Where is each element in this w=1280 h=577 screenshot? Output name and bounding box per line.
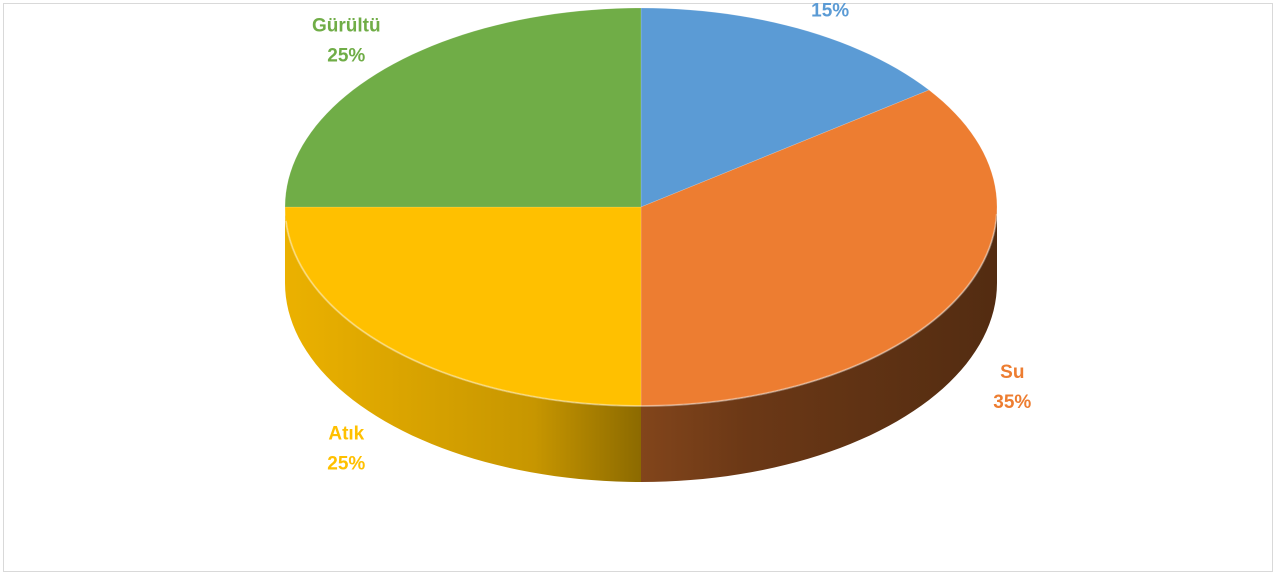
slice-label-hava: Hava15% — [811, 1, 849, 22]
pie-tops — [284, 7, 998, 407]
slice-label-atik: Atık 25% — [327, 423, 365, 474]
slice-label-su: Su 35% — [993, 362, 1031, 413]
slice-value-label: 35% — [993, 392, 1031, 413]
pie-slice-hava[interactable] — [640, 7, 930, 208]
slice-value-label: 15% — [811, 1, 849, 22]
pie-sides — [285, 207, 997, 482]
pie-rim-highlight — [284, 213, 998, 407]
slice-value-label: 25% — [327, 45, 365, 66]
slice-category-label: Su — [1000, 362, 1024, 383]
slice-category-label: Atık — [328, 423, 364, 444]
pie-side-su — [641, 207, 997, 482]
pie-side-atik — [285, 207, 641, 482]
slice-label-gurultu: Gürültü 25% — [312, 15, 381, 66]
slice-value-label: 25% — [327, 453, 365, 474]
pie-slice-atik[interactable] — [284, 206, 642, 407]
pie-slice-gurultu[interactable] — [284, 7, 642, 208]
pie-slice-su[interactable] — [640, 89, 998, 407]
pie-labels: Hava15% Su 35% Atık 25% Gürültü 25% — [312, 1, 1031, 475]
slice-category-label: Gürültü — [312, 15, 381, 36]
